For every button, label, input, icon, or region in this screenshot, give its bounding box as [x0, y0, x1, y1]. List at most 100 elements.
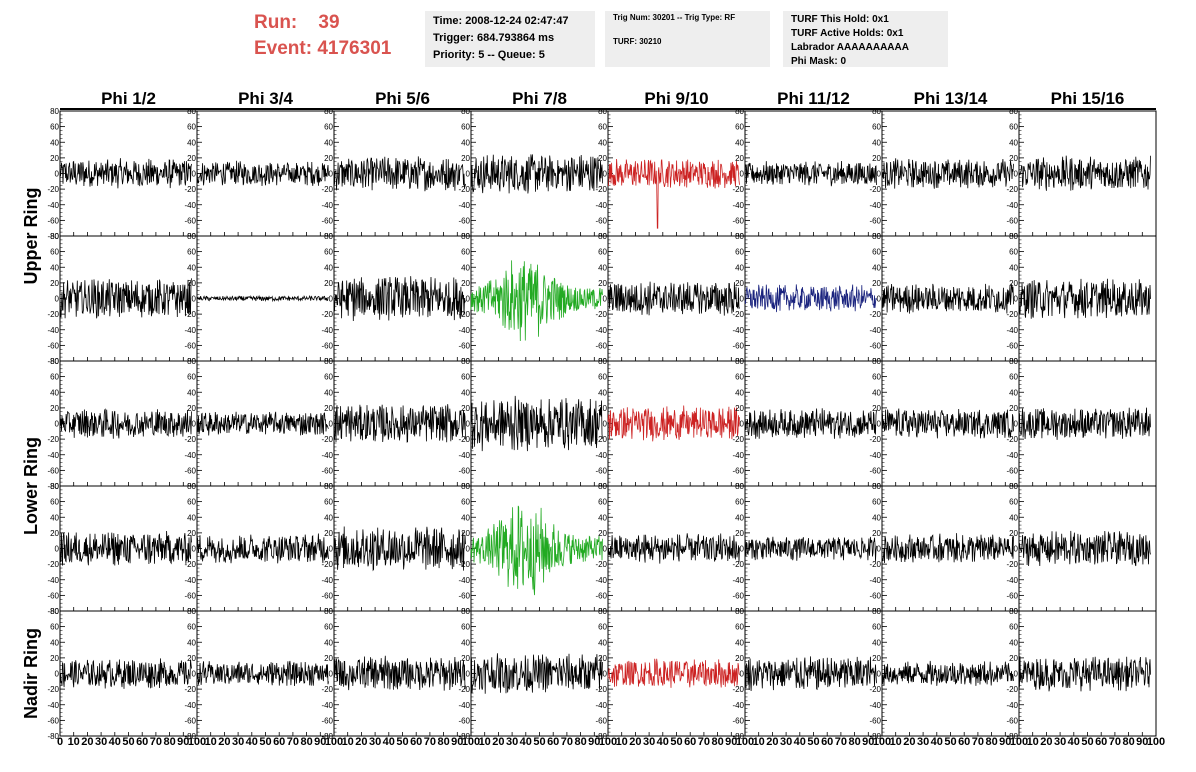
x-tick-label: 100 [599, 736, 617, 748]
y-tick-label: 80 [187, 107, 196, 116]
y-tick-label: 0 [192, 670, 197, 679]
waveform-trace [744, 160, 877, 187]
y-tick-label: 80 [50, 607, 59, 616]
x-tick-label: 40 [657, 736, 669, 748]
x-tick-label: 90 [314, 736, 326, 748]
waveform-trace [607, 533, 740, 564]
y-tick-label: 60 [187, 248, 196, 257]
y-tick-label: -60 [321, 716, 333, 725]
run-label: Run: [254, 12, 298, 33]
y-tick-label: 20 [872, 404, 881, 413]
y-tick-label: 20 [735, 654, 744, 663]
y-tick-label: 80 [872, 232, 881, 241]
y-tick-label: 40 [872, 263, 881, 272]
y-tick-label: 80 [324, 232, 333, 241]
y-tick-label: -20 [184, 560, 196, 569]
y-tick-label: -20 [47, 560, 59, 569]
y-tick-label: 80 [598, 482, 607, 491]
y-tick-label: 40 [324, 138, 333, 147]
y-tick-label: 0 [877, 420, 882, 429]
y-tick-label: -60 [47, 591, 59, 600]
y-tick-label: 60 [324, 373, 333, 382]
y-tick-label: 0 [329, 420, 334, 429]
y-tick-label: -20 [595, 185, 607, 194]
x-tick-label: 80 [711, 736, 723, 748]
x-tick-label: 70 [1109, 736, 1121, 748]
y-tick-label: 40 [1009, 263, 1018, 272]
y-tick-label: 0 [192, 295, 197, 304]
y-tick-label: -20 [732, 685, 744, 694]
y-tick-label: -40 [184, 576, 196, 585]
y-tick-label: 40 [1009, 138, 1018, 147]
y-tick-label: 0 [329, 295, 334, 304]
y-tick-label: -40 [458, 701, 470, 710]
y-tick-label: -40 [1006, 576, 1018, 585]
y-tick-label: -40 [869, 201, 881, 210]
y-tick-label: 0 [1014, 295, 1019, 304]
labrador-text: Labrador AAAAAAAAAA [791, 42, 909, 53]
waveform-trace [1018, 530, 1151, 567]
x-tick-label: 80 [574, 736, 586, 748]
event-label: Event: [254, 38, 313, 59]
y-tick-label: -40 [321, 326, 333, 335]
y-tick-label: 0 [1014, 420, 1019, 429]
y-tick-label: 60 [324, 123, 333, 132]
y-tick-label: 0 [1014, 545, 1019, 554]
y-tick-label: 60 [461, 248, 470, 257]
y-tick-label: 60 [598, 498, 607, 507]
y-tick-label: 40 [735, 138, 744, 147]
y-tick-label: 20 [461, 529, 470, 538]
y-tick-label: 20 [187, 529, 196, 538]
waveform-trace [470, 260, 603, 342]
y-tick-label: -60 [869, 216, 881, 225]
waveform-trace [333, 404, 466, 443]
y-tick-label: -60 [458, 341, 470, 350]
y-tick-label: 20 [1009, 529, 1018, 538]
y-tick-label: -80 [47, 482, 59, 491]
y-tick-label: 40 [50, 263, 59, 272]
y-tick-label: 0 [466, 295, 471, 304]
y-tick-label: 20 [598, 404, 607, 413]
y-tick-label: 60 [187, 498, 196, 507]
waveform-trace [881, 283, 1014, 314]
x-tick-label: 50 [670, 736, 682, 748]
x-tick-label: 80 [163, 736, 175, 748]
y-tick-label: 20 [872, 654, 881, 663]
y-tick-label: 40 [872, 513, 881, 522]
y-tick-label: 80 [324, 607, 333, 616]
y-tick-label: -20 [184, 185, 196, 194]
y-tick-label: -20 [732, 310, 744, 319]
y-tick-label: -40 [869, 326, 881, 335]
y-tick-label: 60 [872, 123, 881, 132]
x-tick-label: 10 [753, 736, 765, 748]
y-tick-label: -40 [47, 451, 59, 460]
waveform-trace [1018, 155, 1151, 191]
y-tick-label: 60 [187, 123, 196, 132]
y-tick-label: 20 [598, 279, 607, 288]
y-tick-label: 60 [461, 123, 470, 132]
x-tick-label: 60 [547, 736, 559, 748]
x-tick-label: 50 [807, 736, 819, 748]
y-tick-label: 60 [735, 248, 744, 257]
x-tick-label: 90 [1136, 736, 1148, 748]
column-header: Phi 11/12 [777, 89, 850, 108]
y-tick-label: -80 [595, 732, 607, 741]
y-tick-label: -60 [321, 466, 333, 475]
y-tick-label: -40 [732, 701, 744, 710]
x-tick-label: 100 [873, 736, 891, 748]
panel-frame [333, 485, 472, 612]
y-tick-label: 80 [461, 482, 470, 491]
y-tick-label: 80 [324, 482, 333, 491]
y-tick-label: -40 [732, 326, 744, 335]
waveform-trace [1018, 278, 1151, 319]
y-tick-label: 0 [466, 420, 471, 429]
y-tick-label: 20 [187, 154, 196, 163]
y-tick-label: -20 [184, 685, 196, 694]
y-tick-label: 20 [598, 654, 607, 663]
y-tick-label: 40 [735, 388, 744, 397]
y-tick-label: -60 [1006, 466, 1018, 475]
y-tick-label: 0 [466, 170, 471, 179]
